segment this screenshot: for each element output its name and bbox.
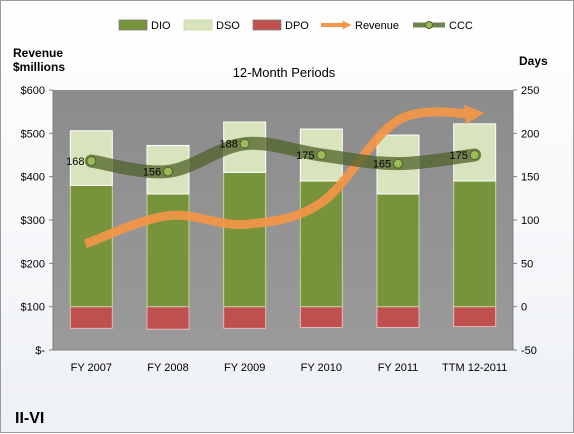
x-axis-category-label: FY 2008	[147, 362, 188, 374]
right-axis-tick-label: 100	[521, 215, 539, 227]
chart-title: 12-Month Periods	[233, 65, 336, 80]
left-axis-title-1: Revenue	[13, 46, 63, 60]
ccc-line	[84, 136, 482, 179]
ccc-data-label: 156	[143, 166, 161, 178]
legend-label: DSO	[216, 20, 240, 32]
ccc-data-label: 188	[219, 139, 237, 151]
legend-label: DPO	[285, 20, 309, 32]
ccc-point	[316, 150, 327, 160]
dpo-bar	[146, 306, 190, 330]
dio-bar	[376, 193, 420, 308]
ccc-point	[239, 138, 250, 149]
dpo-bar	[453, 306, 497, 328]
right-axis-tick-label: 50	[521, 258, 533, 270]
ccc-data-label: 165	[373, 159, 391, 171]
dpo-bar	[69, 306, 113, 329]
dio-bar	[223, 171, 267, 308]
dio-bar	[146, 193, 190, 308]
left-axis-tick-label: $100	[21, 302, 45, 314]
revenue-line	[83, 104, 485, 249]
legend-swatch	[183, 19, 213, 31]
legend-label: Revenue	[355, 20, 399, 32]
legend-swatch	[252, 19, 282, 31]
left-axis-tick-label: $400	[21, 172, 45, 184]
ccc-point	[86, 156, 97, 167]
dpo-bar	[223, 306, 267, 329]
ccc-point	[163, 166, 173, 177]
dpo-bar	[299, 306, 343, 328]
right-axis-tick-label: 150	[521, 172, 539, 184]
right-axis-tick-label: 250	[521, 85, 539, 97]
ccc-data-label: 168	[66, 156, 84, 168]
right-axis-title: Days	[519, 54, 548, 68]
left-axis-tick-label: $600	[21, 85, 45, 97]
legend-label: DIO	[151, 20, 171, 32]
ccc-point	[393, 158, 403, 169]
left-axis-title-2: $millions	[13, 60, 65, 74]
x-axis-category-label: TTM 12-2011	[442, 362, 507, 374]
right-axis-tick-label: 0	[521, 302, 527, 314]
legend-label: CCC	[449, 20, 473, 32]
x-axis-category-label: FY 2010	[301, 362, 342, 374]
ccc-point	[469, 150, 480, 160]
legend-swatch	[118, 19, 148, 31]
left-axis-tick-label: $300	[21, 215, 45, 227]
ccc-data-label: 175	[449, 150, 467, 162]
company-name: II-VI	[15, 410, 44, 427]
left-axis-tick-label: $500	[21, 128, 45, 140]
x-axis-category-label: FY 2011	[378, 362, 419, 374]
ccc-data-label: 175	[296, 150, 314, 162]
x-axis-category-label: FY 2009	[224, 362, 265, 374]
left-axis-tick-label: $-	[35, 345, 45, 357]
right-axis-tick-label: -50	[521, 345, 537, 357]
right-axis-tick-label: 200	[521, 128, 539, 140]
dio-bar	[453, 180, 497, 308]
dpo-bar	[376, 306, 420, 328]
x-axis-category-label: FY 2007	[71, 362, 112, 374]
left-axis-tick-label: $200	[21, 258, 45, 270]
legend-swatch	[425, 21, 433, 29]
